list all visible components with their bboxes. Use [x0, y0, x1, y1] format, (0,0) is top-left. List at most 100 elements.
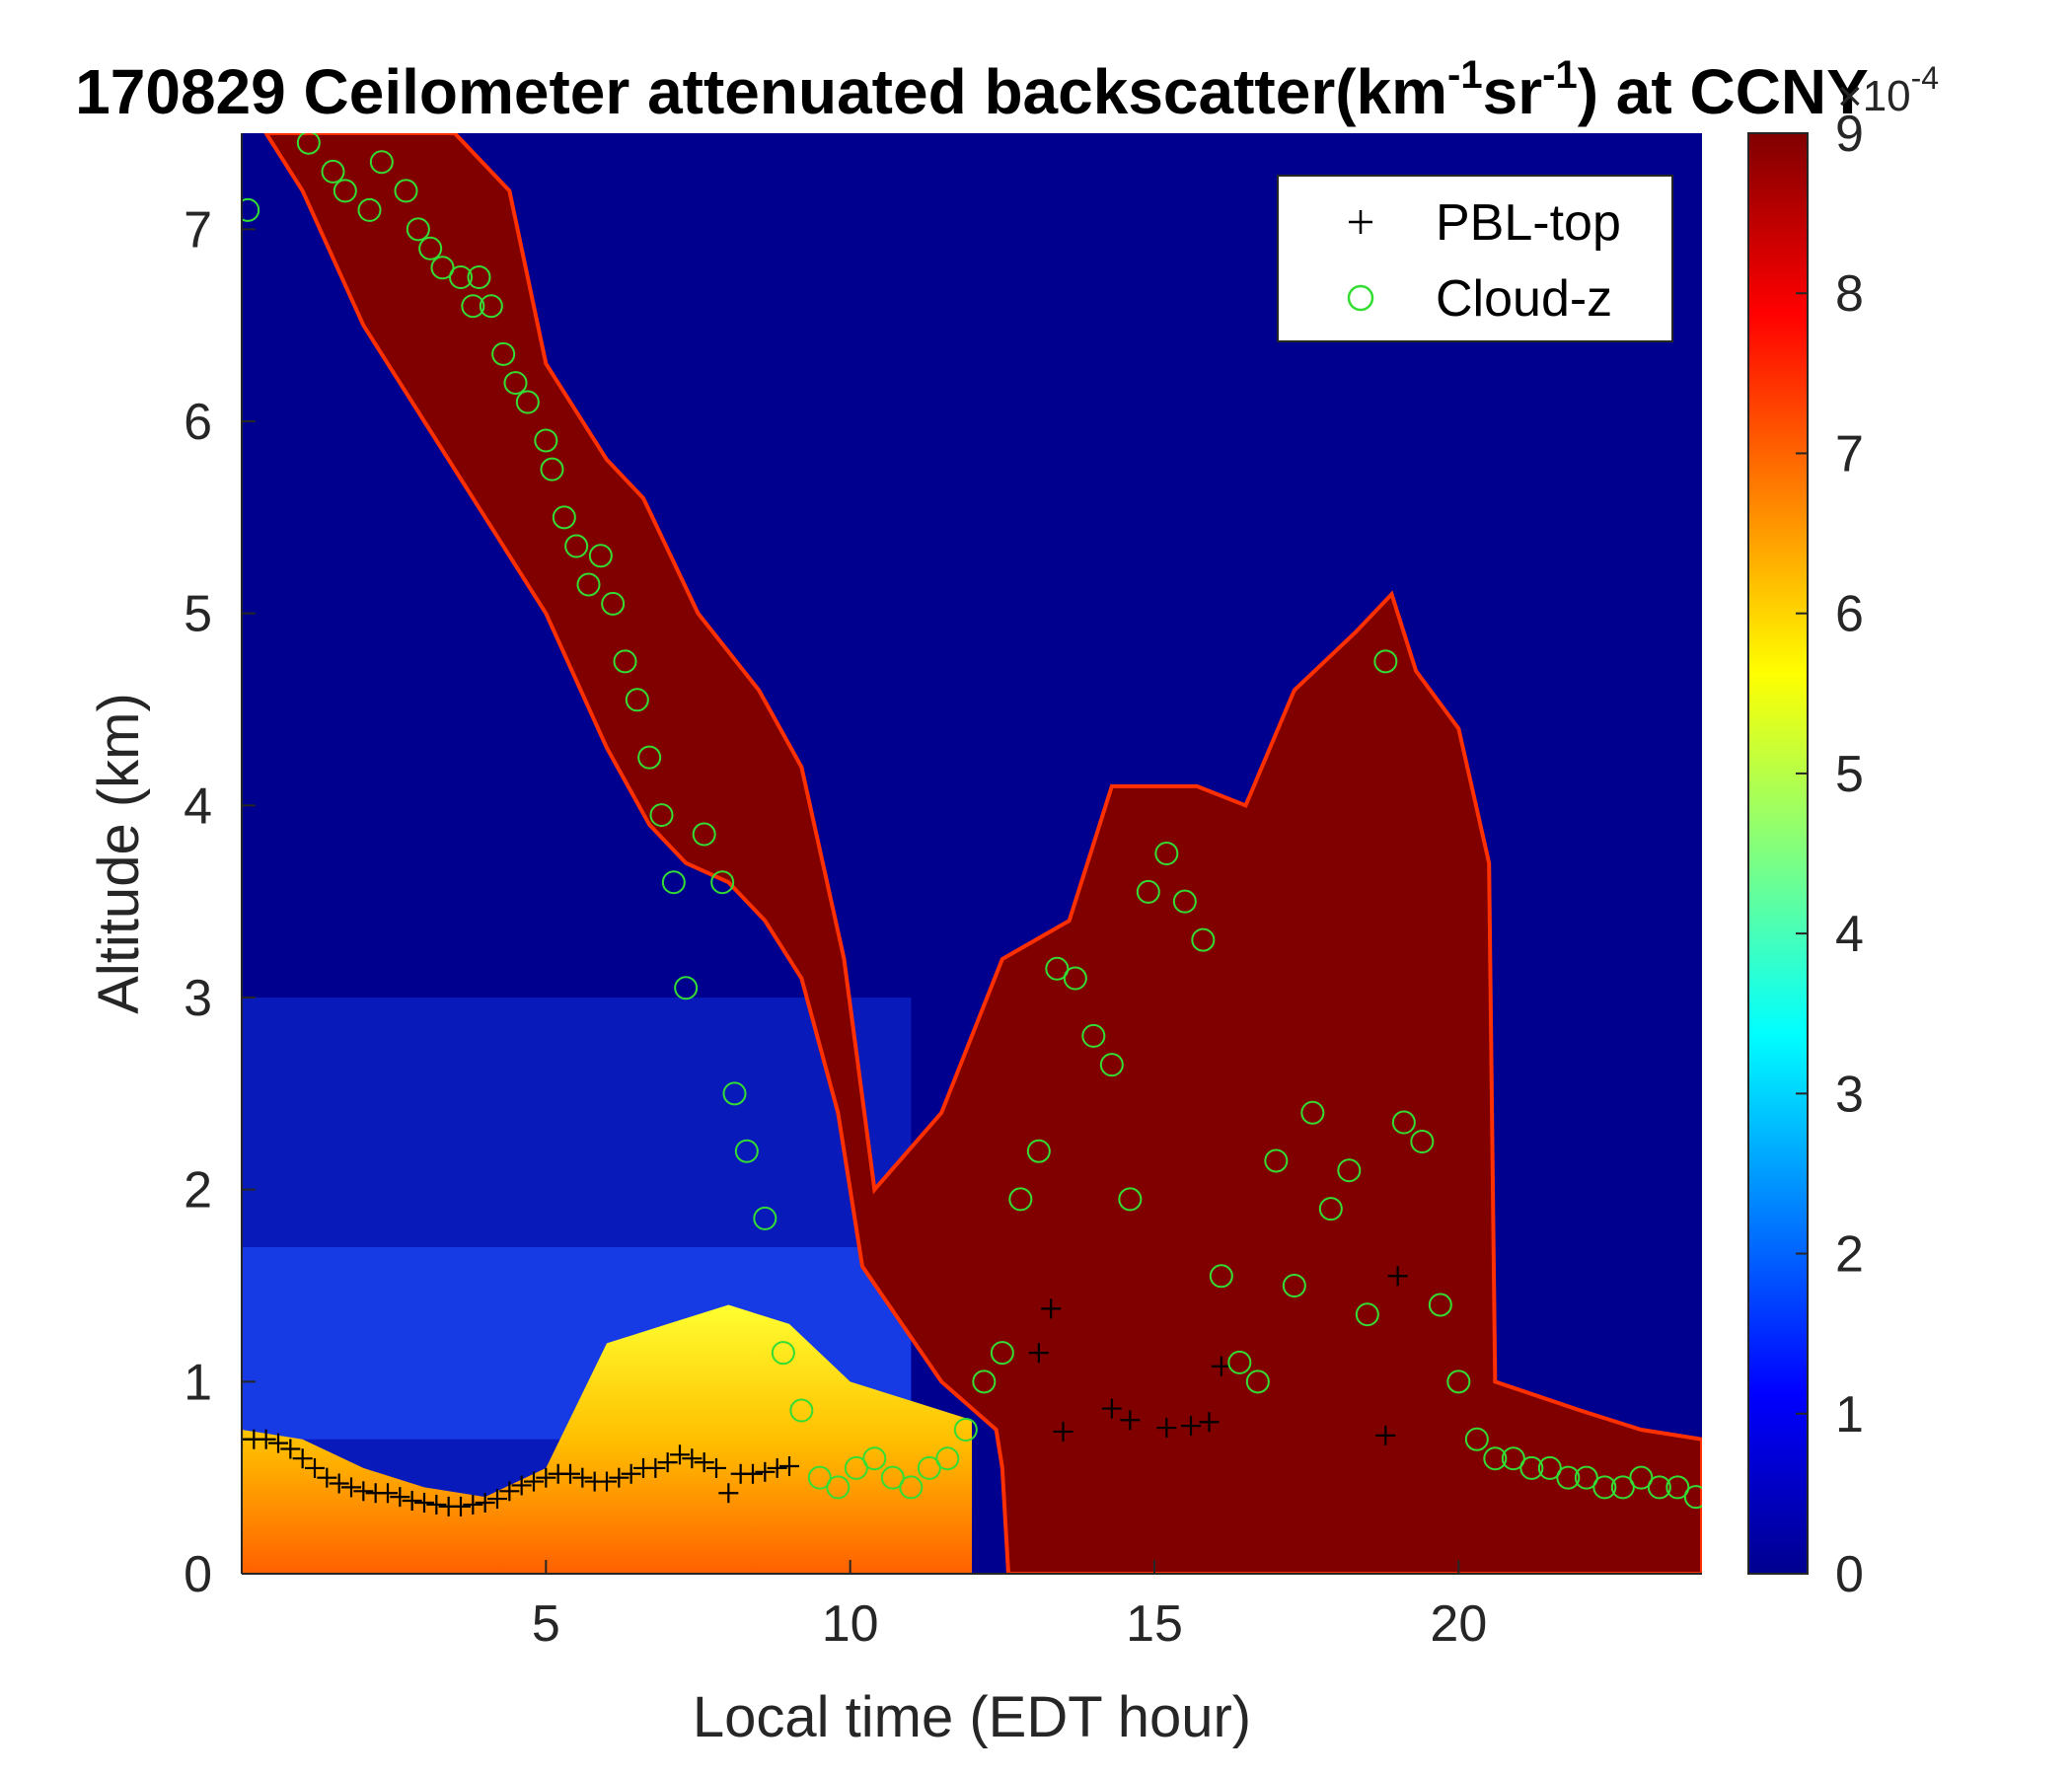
pbl-top-point: [353, 1481, 374, 1502]
x-tick-label: 10: [822, 1595, 879, 1653]
cloud-z-point: [394, 179, 418, 203]
pbl-top-point: [390, 1487, 410, 1508]
colorbar-gradient: [1747, 132, 1809, 1575]
pbl-top-point: [317, 1467, 337, 1488]
pbl-top-point: [256, 1429, 276, 1449]
pbl-top-point: [1041, 1298, 1062, 1319]
pbl-top-point: [621, 1463, 641, 1484]
cloud-z-point: [899, 1475, 924, 1500]
cloud-z-point: [333, 179, 357, 203]
cloud-z-point: [1045, 956, 1070, 981]
cloud-z-point: [461, 294, 485, 319]
cloud-layer-region: [263, 133, 1702, 1574]
x-tick-label: 20: [1430, 1595, 1487, 1653]
y-tick-label: 5: [184, 586, 212, 643]
pbl-top-point: [609, 1467, 629, 1488]
cloud-z-point: [1629, 1465, 1654, 1490]
cloud-z-point: [418, 236, 443, 260]
pbl-top-point: [426, 1494, 447, 1515]
pbl-top-point: [329, 1473, 349, 1494]
pbl-top-point: [767, 1457, 787, 1478]
cloud-z-point: [1209, 1264, 1233, 1289]
cloud-z-point: [1227, 1350, 1252, 1374]
pbl-top-point: [779, 1455, 799, 1476]
pbl-top-point: [1199, 1412, 1220, 1433]
chart-title: 170829 Ceilometer attenuated backscatter…: [75, 53, 1869, 127]
y-tick-label: 3: [184, 970, 212, 1027]
plus-marker-icon: [1349, 210, 1372, 234]
cloud-z-point: [674, 976, 699, 1000]
pbl-top-point: [341, 1477, 361, 1498]
pbl-top-point: [657, 1452, 678, 1473]
pbl-top-point: [524, 1471, 544, 1492]
cloud-z-point: [1026, 1139, 1051, 1163]
pbl-top-point: [1120, 1410, 1141, 1431]
pbl-top-point: [511, 1475, 532, 1496]
cloud-z-point: [515, 390, 540, 414]
colorbar-tick-label: 3: [1835, 1066, 1864, 1123]
cloud-z-point: [1264, 1148, 1289, 1173]
cloud-z-point: [862, 1446, 887, 1471]
cloud-z-point: [1373, 649, 1398, 674]
cloud-z-point: [430, 256, 455, 280]
pbl-top-point: [706, 1457, 726, 1478]
pbl-top-point: [1181, 1416, 1201, 1437]
cloud-z-series: [242, 133, 1702, 1510]
pbl-top-point: [1101, 1398, 1122, 1419]
pbl-top-point: [694, 1452, 714, 1473]
y-tick-label: 2: [184, 1162, 212, 1220]
cloud-z-point: [661, 870, 686, 895]
cloud-z-point: [953, 1418, 978, 1442]
cloud-z-point: [534, 428, 558, 453]
cloud-z-point: [753, 1206, 777, 1230]
cloud-z-point: [296, 133, 321, 155]
cloud-z-point: [601, 591, 626, 616]
cloud-z-point: [625, 688, 649, 712]
legend-entry-cloud-z: Cloud-z: [1347, 270, 1612, 328]
cloud-z-point: [692, 822, 716, 847]
pbl-top-point: [475, 1492, 495, 1513]
cloud-z-point: [491, 341, 516, 366]
colorbar-exponent: ×10-4: [1837, 60, 1939, 120]
y-tick-label: 4: [184, 777, 212, 835]
colorbar-tick-label: 7: [1835, 425, 1864, 482]
pbl-top-point: [1028, 1343, 1049, 1364]
legend-label-pbl-top: PBL-top: [1436, 194, 1621, 252]
cloud-z-point: [1446, 1369, 1471, 1394]
pbl-top-point: [305, 1457, 325, 1478]
cloud-z-point: [734, 1139, 759, 1163]
pbl-top-point: [402, 1491, 422, 1512]
cloud-z-point: [1245, 1369, 1270, 1394]
cloud-z-point: [826, 1475, 851, 1500]
cloud-z-point: [1136, 879, 1160, 904]
pbl-top-point: [414, 1492, 434, 1513]
y-axis-label: Altitude (km): [87, 693, 151, 1014]
colorbar-tick-label: 4: [1835, 906, 1864, 963]
legend-entry-pbl-top: PBL-top: [1349, 194, 1621, 252]
cloud-z-point: [1428, 1293, 1452, 1317]
plot-area: 5 10 15 20 0 1 2 3 4 5 6 7: [184, 133, 1702, 1653]
pbl-top-point: [536, 1467, 556, 1488]
cloud-z-point: [1099, 1053, 1124, 1077]
cloud-z-point: [369, 150, 394, 175]
cloud-z-point: [1318, 1197, 1343, 1221]
cloud-z-point: [1410, 1130, 1435, 1153]
cloud-z-point: [990, 1341, 1014, 1366]
cloud-z-point: [1191, 927, 1216, 952]
cloud-z-point: [576, 572, 601, 597]
pbl-top-point: [378, 1483, 398, 1504]
cloud-z-point: [710, 870, 735, 895]
y-tick-label: 7: [184, 201, 212, 259]
cloud-z-point: [1665, 1475, 1690, 1500]
cloud-z-point: [917, 1455, 941, 1480]
pbl-top-point: [718, 1483, 739, 1504]
colorbar: 0 1 2 3 4 5 6 7 8 9 ×10-4: [1747, 60, 1939, 1603]
cloud-z-point: [935, 1446, 960, 1471]
cloud-z-point: [1519, 1455, 1544, 1480]
cloud-z-point: [1610, 1475, 1635, 1500]
cloud-z-point: [503, 371, 528, 396]
cloud-z-point: [357, 197, 382, 222]
cloud-z-point: [880, 1465, 905, 1490]
pbl-top-point: [451, 1496, 471, 1517]
